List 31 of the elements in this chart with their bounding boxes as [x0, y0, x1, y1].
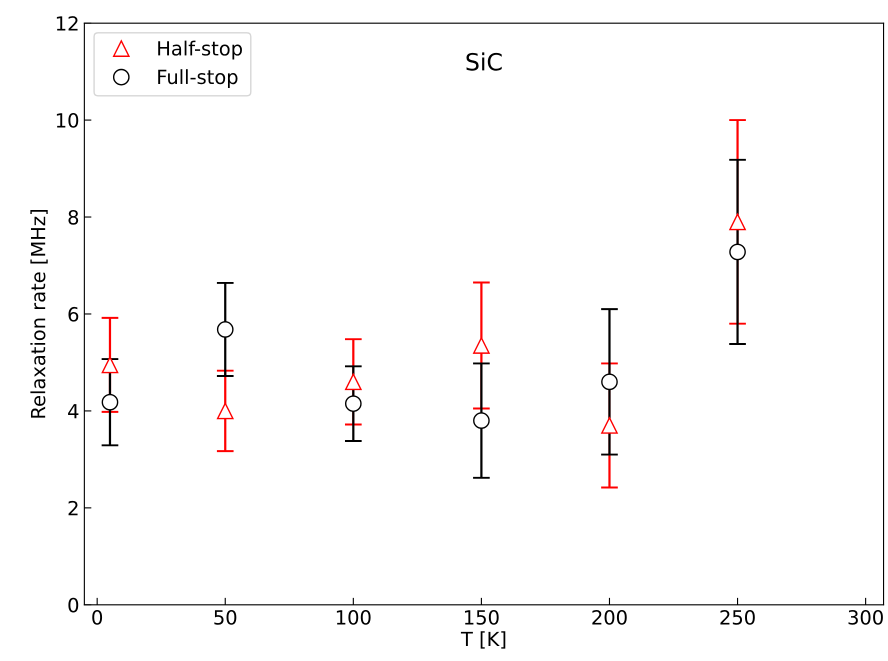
- point: [601, 417, 618, 434]
- y-tick-label: 10: [56, 113, 78, 128]
- y-axis-title: Relaxation rate [MHz]: [30, 210, 48, 418]
- x-tick-label: 300: [848, 610, 883, 625]
- point: [102, 394, 118, 411]
- y-tick-label: 6: [68, 306, 78, 322]
- y-tick-label: 4: [68, 404, 78, 418]
- legend-label: Full-stop: [158, 69, 238, 88]
- text: SiC: [466, 52, 502, 71]
- point: [601, 374, 618, 390]
- point: [473, 337, 490, 354]
- point: [102, 356, 118, 374]
- point: [729, 214, 746, 230]
- point: [729, 244, 746, 260]
- x-tick-label: 150: [464, 610, 499, 625]
- x-tick-label: 50: [214, 610, 236, 625]
- y-tick-label: 2: [68, 500, 78, 516]
- y-tick-label: 0: [68, 598, 78, 612]
- point: [344, 395, 362, 412]
- y-tick-label: 8: [68, 210, 78, 225]
- x-axis-title: T [K]: [460, 631, 506, 649]
- x-tick-label: 100: [336, 610, 371, 625]
- point: [344, 374, 362, 390]
- x-tick-label: 200: [592, 610, 627, 625]
- point: [473, 412, 490, 429]
- point: [216, 321, 234, 338]
- x-tick-label: 250: [720, 610, 755, 625]
- x-tick-label: 0: [92, 610, 102, 625]
- y-tick-label: 12: [56, 16, 78, 31]
- point: [216, 402, 234, 420]
- legend-label: Half-stop: [158, 40, 242, 60]
